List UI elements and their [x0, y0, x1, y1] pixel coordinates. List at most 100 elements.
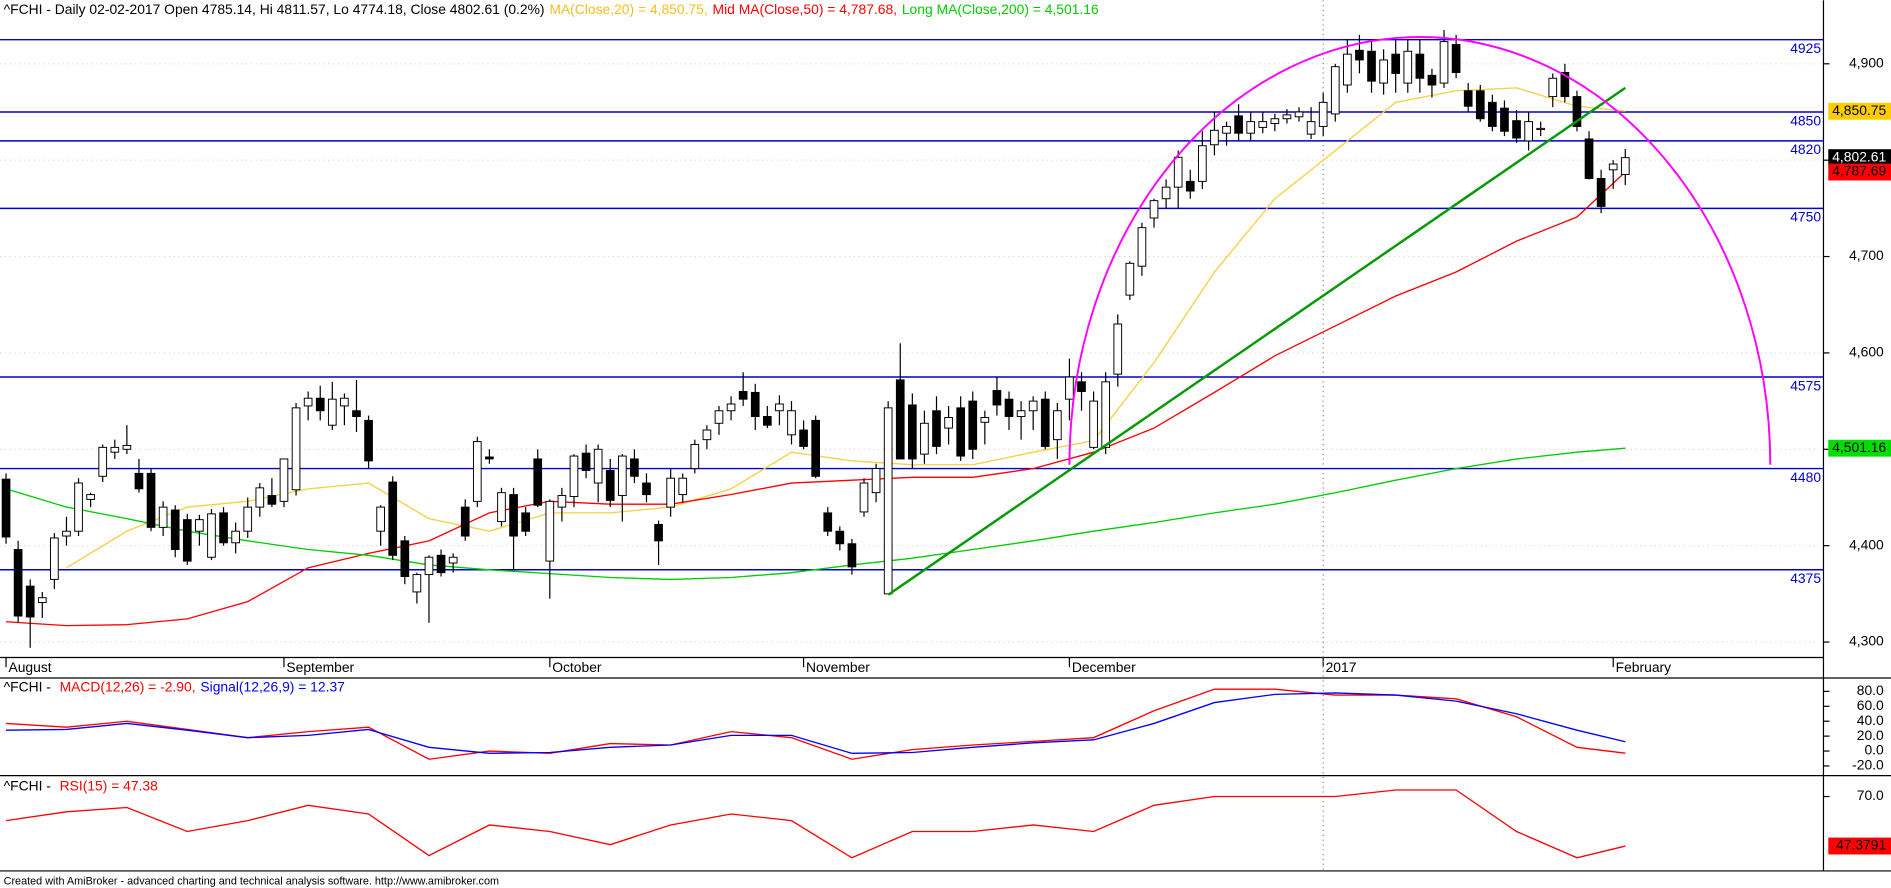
- candle-body: [1028, 400, 1038, 412]
- candle-body: [859, 482, 869, 513]
- candle-body: [485, 456, 494, 460]
- candle-body: [50, 537, 59, 580]
- panel-header: ^FCHI - Daily 02-02-2017 Open 4785.14, H…: [4, 0, 1099, 16]
- candle-body: [932, 410, 941, 447]
- header-part: MA(Close,20) = 4,850.75,: [549, 0, 707, 16]
- x-tick-label: 2017: [1326, 659, 1357, 675]
- candle-body: [702, 429, 712, 441]
- candle-body: [1355, 49, 1364, 61]
- candle-body: [1198, 145, 1207, 182]
- price-badge-label: 4,802.61: [1832, 148, 1886, 164]
- price-badge-label: 4,501.16: [1832, 439, 1886, 455]
- candle-body: [980, 417, 990, 423]
- candle-body: [1294, 111, 1304, 118]
- level-label: 4575: [1790, 377, 1821, 393]
- candle-body: [811, 419, 821, 477]
- y-tick-label: 4,600: [1849, 344, 1884, 360]
- panel-header: ^FCHI - MACD(12,26) = -2.90, Signal(12,26…: [4, 678, 346, 694]
- candle-body: [1113, 323, 1123, 375]
- candle-body: [1500, 107, 1509, 132]
- candle-body: [968, 400, 978, 450]
- candle-body: [1572, 96, 1582, 127]
- candle-body: [497, 492, 506, 523]
- candle-body: [1488, 101, 1497, 127]
- y-tick-label: 20.0: [1857, 727, 1884, 743]
- candle-body: [1053, 410, 1062, 441]
- candle-body: [13, 549, 23, 617]
- level-label: 4750: [1790, 209, 1821, 225]
- candle-body: [895, 379, 905, 460]
- candle-body: [1343, 53, 1352, 86]
- candle-body: [787, 410, 796, 436]
- level-label: 4925: [1790, 40, 1821, 56]
- candle-body: [1463, 90, 1473, 107]
- candle-body: [1185, 180, 1195, 192]
- moving-average: [5, 447, 1626, 581]
- candle-body: [412, 574, 422, 593]
- x-tick-label: February: [1616, 659, 1672, 675]
- candle-body: [400, 540, 410, 577]
- y-tick-label: 0.0: [1864, 742, 1884, 758]
- candle-body: [279, 458, 289, 502]
- candle-body: [533, 458, 543, 506]
- candle-body: [799, 429, 808, 447]
- price-badge: [1828, 102, 1891, 120]
- candle-body: [62, 530, 71, 537]
- candle-body: [1270, 118, 1280, 125]
- header-part: RSI(15) = 47.38: [60, 777, 159, 793]
- candle-body: [871, 468, 881, 494]
- candle-body: [1173, 156, 1183, 188]
- candle-body: [907, 404, 917, 460]
- indicator-line: [5, 789, 1626, 859]
- candle-body: [195, 519, 204, 532]
- candle-body: [1427, 74, 1437, 86]
- candle-body: [1536, 127, 1546, 131]
- price-badge-label: 47.3791: [1836, 837, 1886, 853]
- candle-body: [944, 417, 953, 429]
- candle-body: [207, 513, 216, 558]
- candle-body: [1560, 71, 1570, 98]
- candle-body: [340, 397, 349, 407]
- candle-body: [1016, 410, 1026, 418]
- candle-body: [750, 391, 760, 418]
- candle-body: [1367, 50, 1376, 82]
- y-tick-label: 4,900: [1849, 54, 1884, 70]
- candle-body: [762, 416, 772, 426]
- price-badge: [1828, 837, 1891, 855]
- header-part: MACD(12,26) = -2.90,: [60, 678, 196, 694]
- candle-body: [1065, 376, 1074, 400]
- candle-body: [267, 495, 277, 505]
- x-tick-label: November: [806, 659, 870, 675]
- candle-body: [352, 410, 361, 418]
- candle-body: [1330, 66, 1340, 115]
- candle-body: [1, 478, 11, 538]
- y-tick-label: 4,300: [1849, 633, 1884, 649]
- candle-body: [678, 477, 688, 496]
- x-tick-label: September: [286, 659, 354, 675]
- candle-body: [1246, 121, 1256, 134]
- candle-body: [1620, 157, 1630, 175]
- candle-body: [605, 470, 615, 501]
- candle-body: [1439, 41, 1449, 84]
- candle-body: [775, 403, 784, 412]
- candle-body: [1004, 398, 1014, 418]
- candle-body: [158, 506, 168, 528]
- candle-body: [436, 554, 446, 574]
- candle-body: [388, 481, 398, 556]
- trendline: [887, 86, 1626, 596]
- candle-body: [1475, 90, 1485, 120]
- candle-body: [557, 495, 567, 508]
- candle-body: [1222, 125, 1231, 134]
- candle-body: [1125, 262, 1135, 296]
- candle-body: [956, 407, 966, 457]
- moving-average: [66, 87, 1626, 569]
- header-part: Signal(12,26,9) = 12.37: [200, 678, 345, 694]
- candle-body: [303, 397, 313, 407]
- candle-body: [98, 446, 108, 477]
- candle-body: [666, 477, 675, 508]
- price-badge-label: 4,850.75: [1832, 102, 1886, 118]
- candle-body: [122, 444, 132, 450]
- candle-body: [364, 419, 373, 462]
- candle-body: [630, 458, 639, 477]
